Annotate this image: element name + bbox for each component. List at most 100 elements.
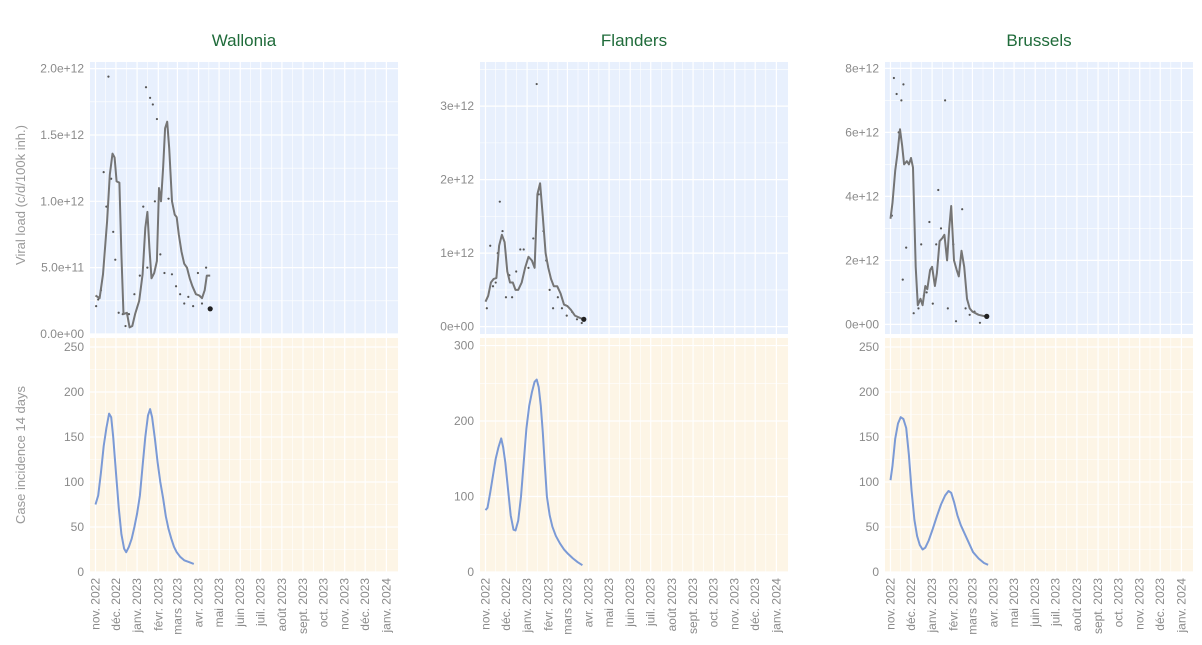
cases-y-tick-label: 200: [64, 385, 84, 399]
viral-load-point: [498, 200, 501, 203]
panel-wallonia: Wallonia 0.0e+00 5.0e+11 1.0e+12 1.5e+12 2.0e…: [40, 31, 398, 635]
cases-y-tick-label: 250: [859, 340, 879, 354]
viral-y-tick-label: 0.0e+00: [40, 327, 84, 341]
viral-load-point: [153, 200, 156, 203]
viral-load-point: [174, 285, 178, 288]
x-tick-label: mars 2023: [560, 578, 574, 635]
viral-load-point: [117, 311, 120, 314]
x-tick-label: août 2023: [665, 578, 679, 632]
viral-load-point: [946, 307, 949, 310]
x-tick-label: janv. 2023: [130, 578, 144, 634]
panels: Wallonia 0.0e+00 5.0e+11 1.0e+12 1.5e+12 2.0e…: [40, 31, 1193, 635]
panel-flanders: Flanders 0e+00 1e+12 2e+12 3e+12 0 100 200 300 no…: [440, 31, 788, 635]
viral-load-point: [485, 307, 488, 310]
cases-y-tick-label: 250: [64, 340, 84, 354]
viral-load-point: [112, 230, 115, 233]
viral-load-smoothed-line: [484, 182, 585, 321]
panel-brussels: Brussels 0e+00 2e+12 4e+12 6e+12 8e+12 0 50 100 1…: [845, 31, 1193, 635]
x-tick-label: févr. 2023: [151, 578, 165, 631]
x-tick-label: nov. 2023: [728, 578, 742, 630]
viral-load-point: [892, 76, 895, 80]
viral-load-point: [931, 302, 934, 305]
viral-load-point: [510, 296, 514, 299]
viral-load-point: [978, 321, 982, 324]
x-tick-label: sept. 2023: [1091, 578, 1105, 634]
viral-load-point: [925, 291, 928, 294]
viral-y-tick-label: 2e+12: [440, 173, 474, 187]
x-tick-label: avr. 2023: [192, 578, 206, 628]
viral-y-tick-label: 1.0e+12: [40, 194, 84, 208]
viral-load-point: [565, 314, 568, 317]
viral-load-latest-point: [581, 316, 587, 322]
viral-load-point: [170, 273, 174, 276]
x-tick-label: mai 2023: [602, 578, 616, 628]
viral-load-point: [900, 99, 903, 102]
x-tick-label: déc. 2022: [109, 578, 123, 631]
viral-load-point: [187, 295, 190, 298]
viral-load-point: [548, 288, 551, 291]
cases-y-tick-label: 300: [454, 339, 474, 353]
viral-load-point: [964, 307, 967, 310]
viral-load-point: [532, 237, 535, 240]
x-tick-label: juil. 2023: [254, 578, 268, 627]
viral-load-point: [114, 258, 117, 261]
viral-load-point: [144, 86, 148, 89]
case-incidence-line: [484, 378, 583, 567]
x-tick-label: déc. 2022: [904, 578, 918, 631]
viral-load-point: [146, 266, 149, 269]
cases-y-tick-label: 0: [467, 565, 474, 579]
x-tick-label: févr. 2023: [541, 578, 555, 631]
cases-panel-background: [90, 338, 398, 572]
viral-load-point: [142, 205, 145, 208]
viral-y-tick-label: 8e+12: [845, 61, 879, 75]
region-title: Wallonia: [212, 31, 277, 50]
x-tick-label: juin 2023: [233, 578, 247, 628]
viral-load-point: [159, 253, 162, 256]
viral-load-point: [95, 305, 98, 308]
viral-load-point: [494, 281, 497, 284]
viral-y-tick-label: 1e+12: [440, 246, 474, 260]
viral-y-tick-label: 2e+12: [845, 253, 879, 267]
cases-y-tick-label: 100: [454, 490, 474, 504]
viral-load-panel: 0e+00 1e+12 2e+12 3e+12: [440, 62, 788, 334]
x-tick-label: avr. 2023: [582, 578, 596, 628]
viral-load-point: [97, 298, 100, 301]
viral-y-tick-label: 6e+12: [845, 125, 879, 139]
viral-load-point: [968, 313, 971, 316]
x-tick-label: oct. 2023: [1112, 578, 1126, 628]
cases-y-tick-label: 200: [859, 385, 879, 399]
x-tick-label: mars 2023: [965, 578, 979, 635]
viral-load-point: [575, 318, 579, 321]
cases-panel-background: [885, 338, 1193, 572]
x-tick-label: juil. 2023: [644, 578, 658, 627]
viral-load-panel: 0e+00 2e+12 4e+12 6e+12 8e+12: [845, 61, 1193, 334]
region-title: Flanders: [601, 31, 667, 50]
viral-y-tick-label: 0e+00: [845, 317, 879, 331]
x-tick-label: déc. 2022: [499, 578, 513, 631]
x-tick-label: mars 2023: [170, 578, 184, 635]
viral-load-point: [138, 274, 141, 277]
x-tick-label: oct. 2023: [317, 578, 331, 628]
viral-load-latest-point: [207, 306, 213, 312]
x-tick-label: sept. 2023: [296, 578, 310, 634]
x-tick-label: déc. 2023: [358, 578, 372, 631]
viral-load-point: [102, 171, 105, 174]
viral-load-point: [935, 243, 938, 246]
viral-load-point: [901, 278, 904, 281]
viral-load-point: [179, 293, 182, 296]
viral-load-point: [110, 177, 113, 180]
x-tick-label: juin 2023: [1028, 578, 1042, 628]
cases-y-tick-label: 200: [454, 414, 474, 428]
x-tick-label: avr. 2023: [987, 578, 1001, 628]
viral-load-point: [902, 83, 905, 86]
viral-load-point: [196, 271, 200, 275]
viral-panel-background: [885, 62, 1193, 334]
viral-load-point: [151, 103, 154, 106]
cases-y-tick-label: 50: [71, 520, 85, 534]
x-tick-label: nov. 2022: [884, 578, 898, 630]
cases-y-tick-label: 150: [859, 430, 879, 444]
viral-load-point: [155, 117, 159, 121]
viral-load-point: [107, 75, 110, 78]
viral-load-point: [928, 220, 931, 224]
viral-load-point: [522, 248, 525, 251]
